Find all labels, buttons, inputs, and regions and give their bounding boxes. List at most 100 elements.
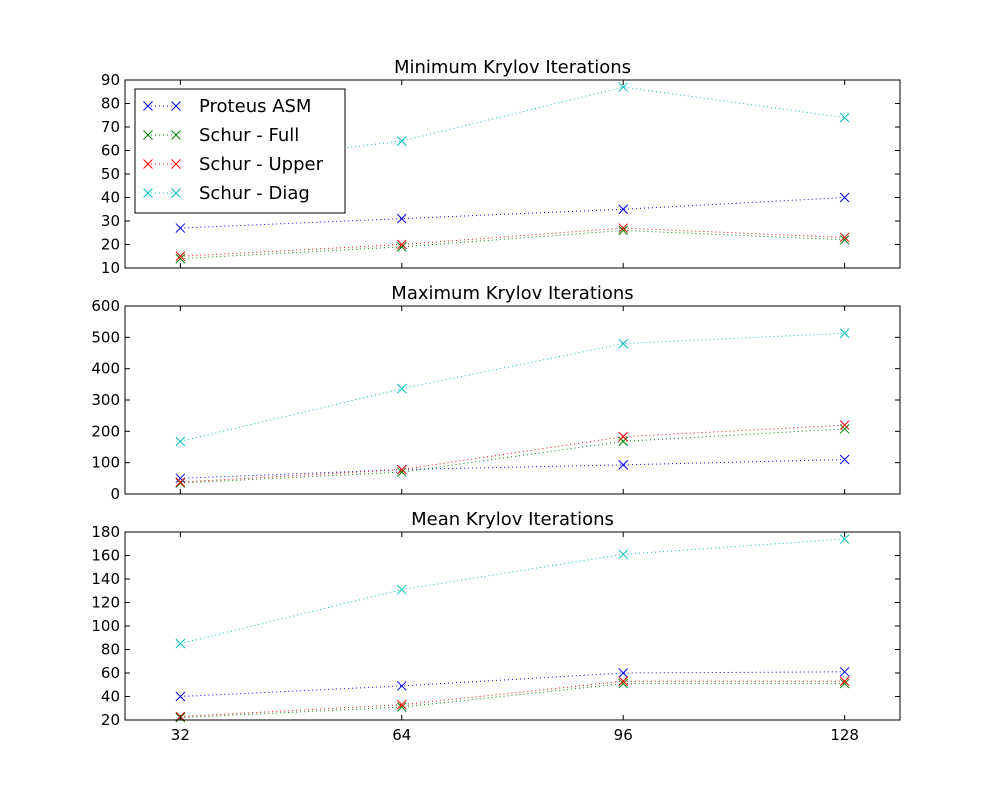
data-point-proteus-asm [396, 681, 407, 691]
data-point-schur-upper [618, 676, 629, 687]
data-point-schur-upper [396, 464, 407, 475]
data-point-proteus-asm [396, 213, 407, 224]
y-tick-label: 80 [101, 641, 120, 659]
data-point-schur-upper [396, 699, 407, 710]
chart-panel-1: Minimum Krylov Iterations 10 20 30 40 50 60 70 8… [101, 57, 901, 277]
legend: Proteus ASM Schur - Full Schur - Upper Schu… [134, 88, 346, 214]
data-point-schur-diag [396, 136, 407, 146]
data-point-schur-upper [839, 676, 850, 687]
y-tick-label: 20 [101, 236, 120, 254]
data-point-schur-diag [175, 436, 186, 447]
y-tick-label: 10 [101, 259, 120, 277]
y-tick-label: 40 [101, 189, 120, 207]
legend-marker-schur-full [143, 130, 153, 140]
legend-marker-proteus-asm [171, 101, 181, 111]
y-tick-label: 60 [101, 664, 120, 682]
data-point-schur-diag [839, 534, 850, 544]
legend-label-schur-upper: Schur - Upper [199, 154, 324, 175]
y-tick-label: 180 [91, 523, 120, 541]
data-point-schur-diag [618, 338, 629, 349]
data-point-schur-full [618, 436, 629, 447]
y-tick-label: 200 [91, 422, 120, 440]
data-point-schur-full [618, 678, 629, 689]
y-tick-label: 100 [91, 617, 120, 635]
legend-marker-schur-diag [171, 188, 181, 198]
data-point-proteus-asm [618, 460, 629, 470]
data-point-proteus-asm [175, 223, 186, 233]
series-line-schur-full [180, 428, 845, 484]
data-point-schur-upper [175, 477, 186, 487]
data-point-schur-upper [839, 232, 850, 243]
y-tick-label: 70 [101, 118, 120, 136]
y-tick-label: 300 [91, 391, 120, 409]
data-point-proteus-asm [839, 192, 850, 203]
data-point-proteus-asm [175, 473, 186, 484]
data-point-schur-diag [396, 584, 407, 595]
data-point-schur-full [839, 234, 850, 245]
y-tick-label: 60 [101, 142, 120, 160]
series-line-schur-diag [180, 332, 845, 442]
data-point-schur-diag [839, 328, 850, 339]
y-tick-label: 400 [91, 360, 120, 378]
legend-label-schur-diag: Schur - Diag [199, 183, 310, 204]
data-point-schur-diag [618, 82, 629, 92]
x-tick-label: 96 [614, 726, 633, 744]
chart-title: Minimum Krylov Iterations [394, 57, 631, 78]
series-line-schur-full [180, 229, 845, 260]
y-tick-label: 90 [101, 71, 120, 89]
series-line-proteus-asm [180, 197, 845, 229]
y-tick-label: 120 [91, 594, 120, 612]
x-tick-label: 32 [171, 726, 190, 744]
chart-title: Mean Krylov Iterations [411, 509, 614, 530]
data-point-proteus-asm [618, 668, 629, 678]
x-tick-label: 64 [392, 726, 411, 744]
data-point-schur-full [618, 225, 629, 236]
legend-label-proteus-asm: Proteus ASM [199, 96, 311, 117]
legend-marker-proteus-asm [143, 101, 153, 111]
data-point-schur-upper [618, 431, 629, 442]
series-line-schur-upper [180, 227, 845, 257]
chart-title: Maximum Krylov Iterations [391, 283, 633, 304]
data-point-proteus-asm [618, 204, 629, 215]
data-point-schur-diag [396, 383, 407, 394]
data-point-schur-upper [396, 239, 407, 250]
legend-marker-schur-upper [171, 159, 181, 169]
data-point-schur-upper [175, 251, 186, 262]
series-line-schur-diag [180, 86, 845, 168]
data-point-schur-diag [618, 549, 629, 560]
series-line-schur-upper [180, 424, 845, 483]
series-line-proteus-asm [180, 459, 845, 479]
x-tick-label: 128 [830, 726, 859, 744]
data-point-schur-full [175, 478, 186, 488]
y-tick-label: 50 [101, 165, 120, 183]
y-tick-label: 80 [101, 95, 120, 113]
y-tick-label: 160 [91, 547, 120, 565]
chart-panel-2: Maximum Krylov Iterations 0 100 200 300 400 50… [91, 283, 901, 503]
data-point-proteus-asm [839, 454, 850, 465]
legend-label-schur-full: Schur - Full [199, 125, 299, 146]
y-tick-label: 500 [91, 328, 120, 346]
plot-frame [124, 531, 901, 721]
series-line-schur-upper [180, 680, 845, 717]
y-tick-label: 100 [91, 454, 120, 472]
data-point-schur-full [175, 253, 186, 264]
legend-box [134, 88, 346, 214]
data-point-schur-upper [839, 420, 850, 430]
data-point-schur-upper [618, 223, 629, 233]
data-point-proteus-asm [175, 691, 186, 702]
y-tick-label: 0 [110, 485, 120, 503]
y-tick-label: 140 [91, 570, 120, 588]
legend-marker-schur-upper [143, 159, 153, 169]
data-point-schur-full [839, 423, 850, 434]
y-tick-label: 40 [101, 688, 120, 706]
y-tick-label: 30 [101, 212, 120, 230]
series-line-schur-diag [180, 538, 845, 645]
chart-panel-3: Mean Krylov Iterations 20 40 60 80 100 120 140 1… [91, 509, 901, 744]
legend-marker-schur-diag [143, 188, 153, 198]
series-line-proteus-asm [180, 671, 845, 697]
data-point-schur-diag [175, 638, 186, 649]
legend-marker-schur-full [171, 130, 181, 140]
data-point-proteus-asm [839, 666, 850, 677]
series-line-schur-full [180, 683, 845, 719]
